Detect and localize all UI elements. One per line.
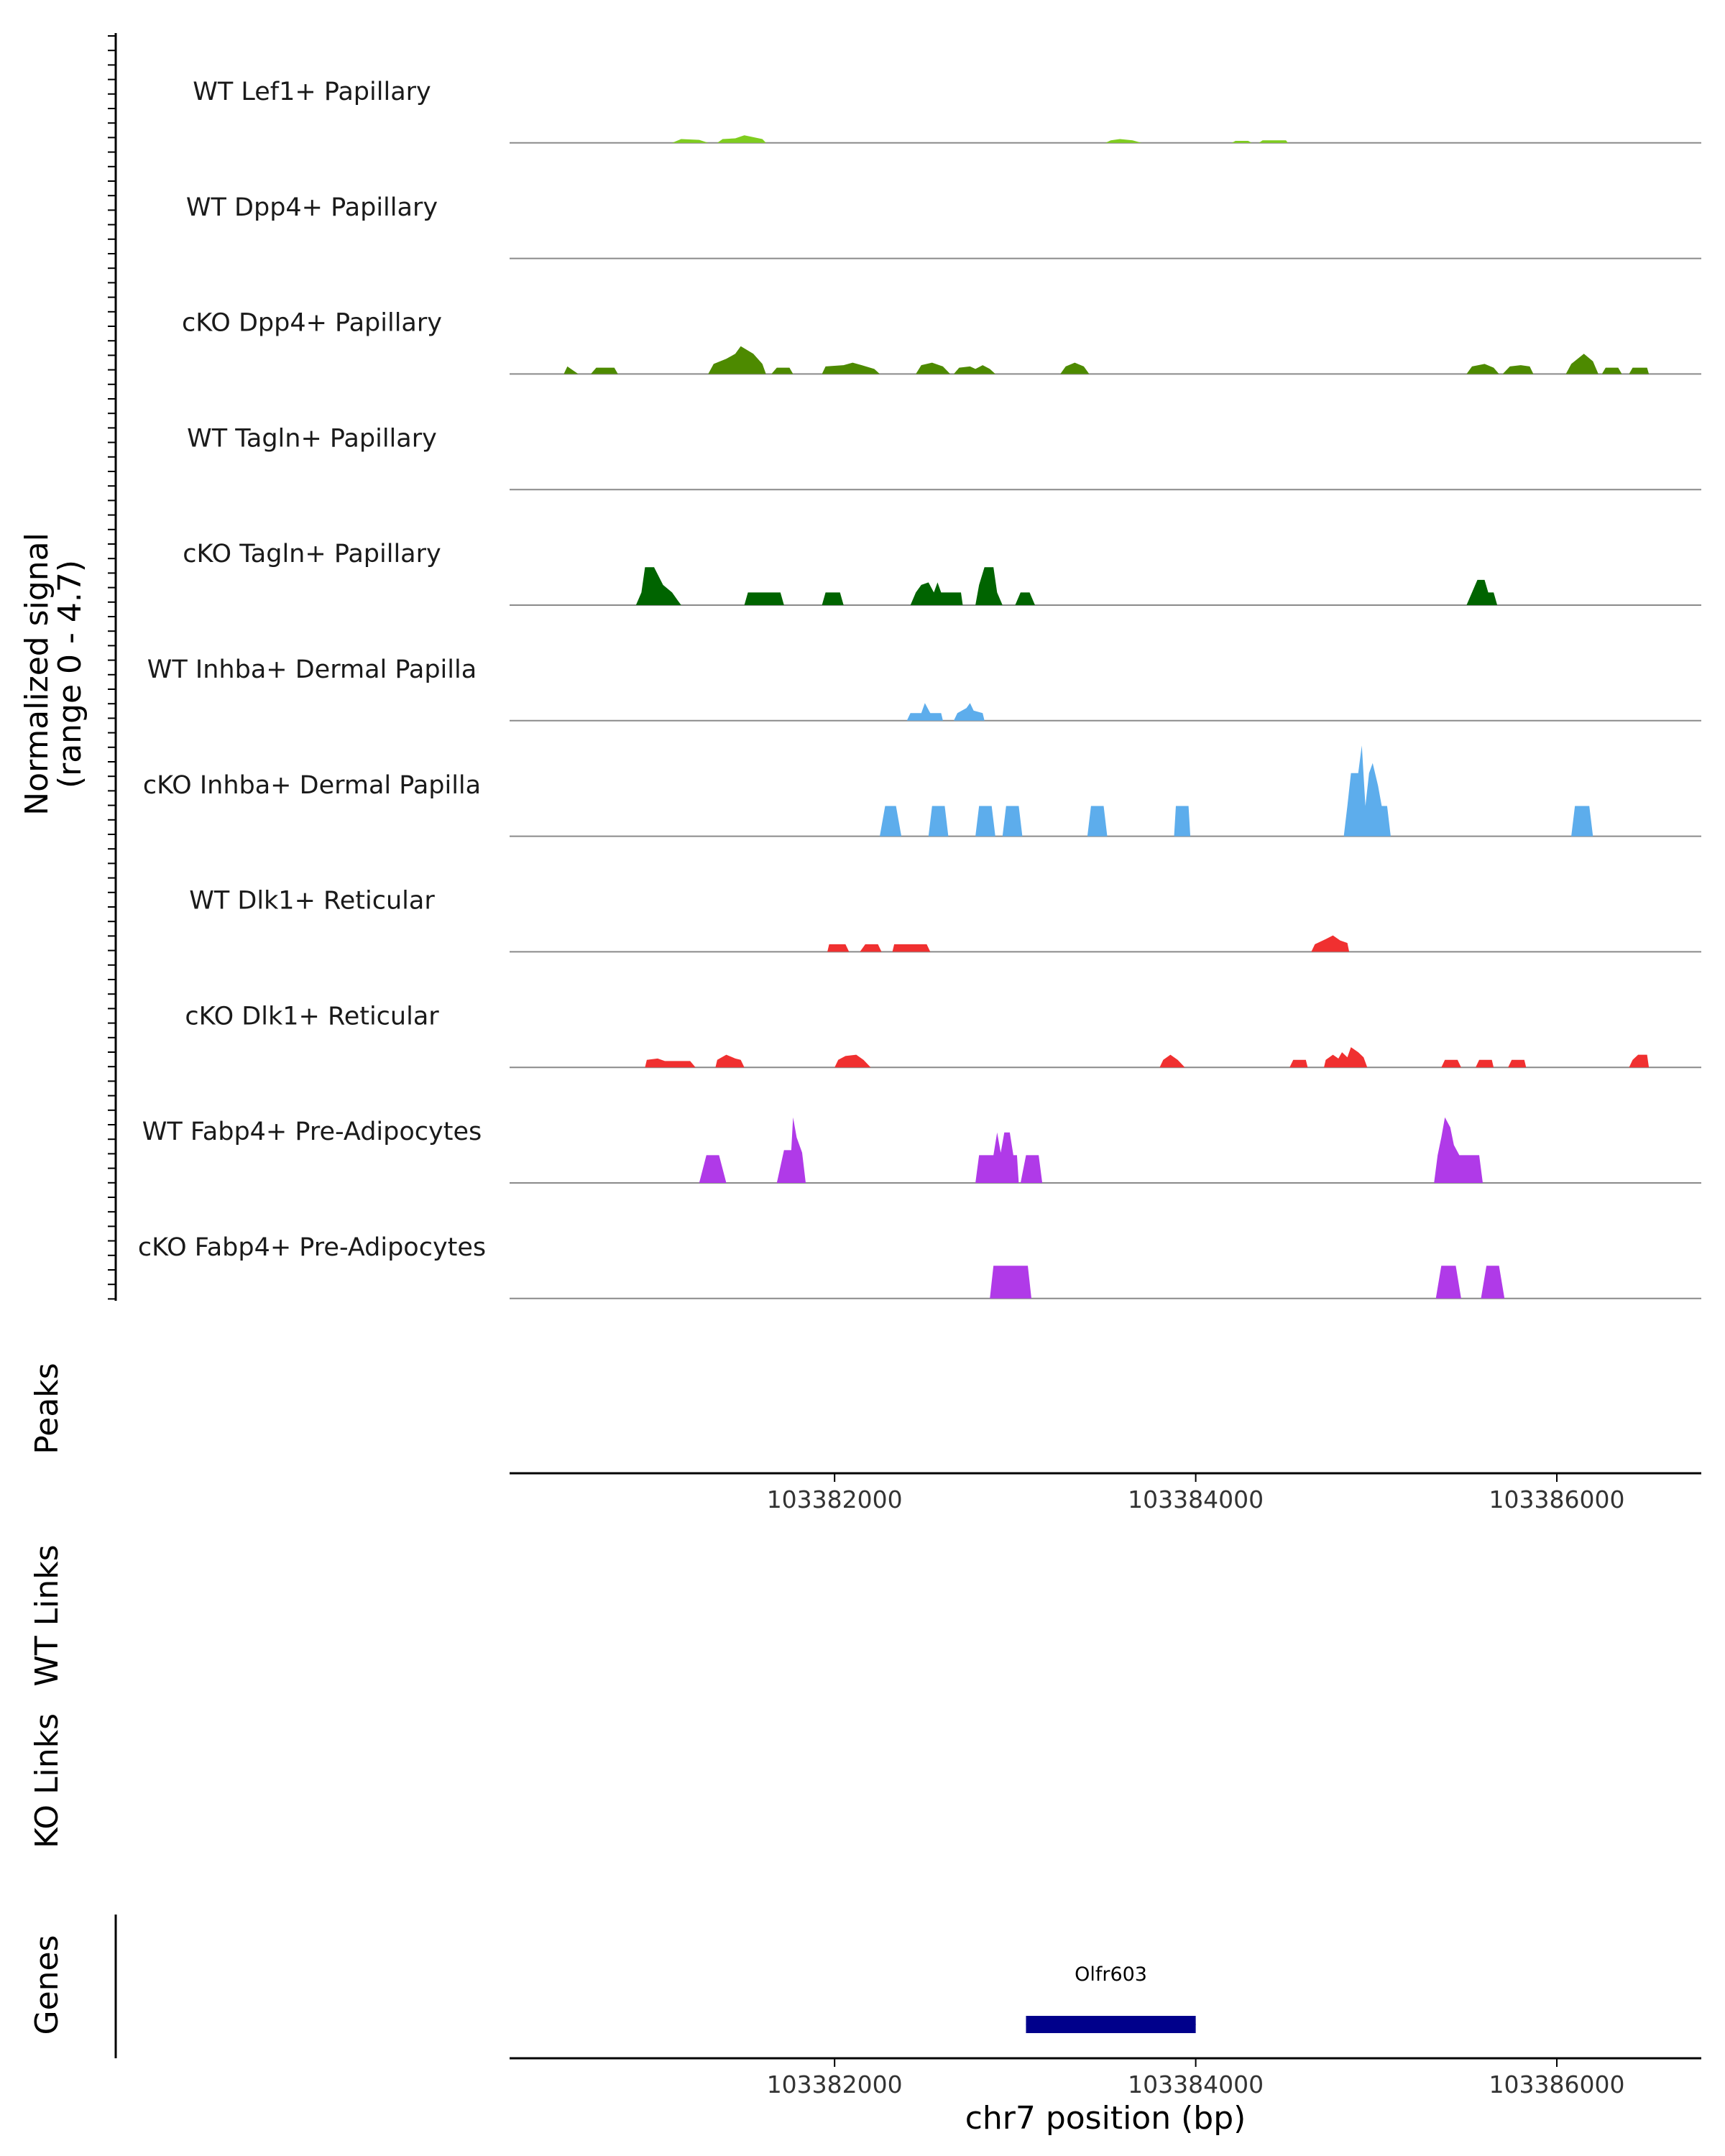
y-axis-title-line1: Normalized signal [19,533,55,816]
x-tick-label: 103386000 [1489,1485,1625,1514]
ko-links-label: KO Links [29,1713,65,1848]
genes-label: Genes [29,1935,65,2035]
gene-annotations: Olfr603 [1026,1963,1196,2033]
peaks-label: Peaks [29,1363,65,1454]
track-label: cKO Fabp4+ Pre-Adipocytes [138,1233,486,1262]
track-label: WT Lef1+ Papillary [193,78,431,106]
y-axis-title-line2: (range 0 - 4.7) [52,560,88,788]
signal-area [672,135,1288,143]
track-label: cKO Dlk1+ Reticular [185,1002,439,1031]
signal-area [880,745,1593,837]
gene-name: Olfr603 [1075,1963,1147,1986]
signal-area [564,346,1650,374]
track-label: WT Inhba+ Dermal Papilla [147,655,477,684]
track-label: WT Fabp4+ Pre-Adipocytes [142,1118,482,1146]
x-axis-title: chr7 position (bp) [965,2100,1246,2137]
signal-area [635,567,1498,605]
track-label: WT Dpp4+ Papillary [186,193,438,222]
x-tick-label: 103382000 [767,1485,903,1514]
x-tick-label: 103384000 [1128,2070,1264,2099]
signal-area [645,1047,1650,1068]
signal-area [827,935,1350,952]
signal-area [906,703,985,721]
track-label: cKO Tagln+ Papillary [183,540,441,568]
y-axis-ticks [108,35,116,1300]
gene-exon [1026,2016,1196,2033]
wt-links-label: WT Links [29,1544,65,1686]
bottom-x-axis-ticks: 103382000 103384000 103386000 [767,2058,1625,2099]
track-label: cKO Inhba+ Dermal Papilla [143,771,481,800]
top-x-axis-ticks: 103382000 103384000 103386000 [767,1473,1625,1514]
x-tick-label: 103382000 [767,2070,903,2099]
signal-area [990,1266,1505,1299]
x-tick-label: 103384000 [1128,1485,1264,1514]
signal-tracks: WT Lef1+ Papillary WT Dpp4+ Papillary cKO … [138,78,1701,1299]
track-label: WT Tagln+ Papillary [187,424,437,453]
track-label: WT Dlk1+ Reticular [189,887,435,916]
track-label: cKO Dpp4+ Papillary [182,309,442,338]
x-tick-label: 103386000 [1489,2070,1625,2099]
signal-area [699,1117,1483,1183]
